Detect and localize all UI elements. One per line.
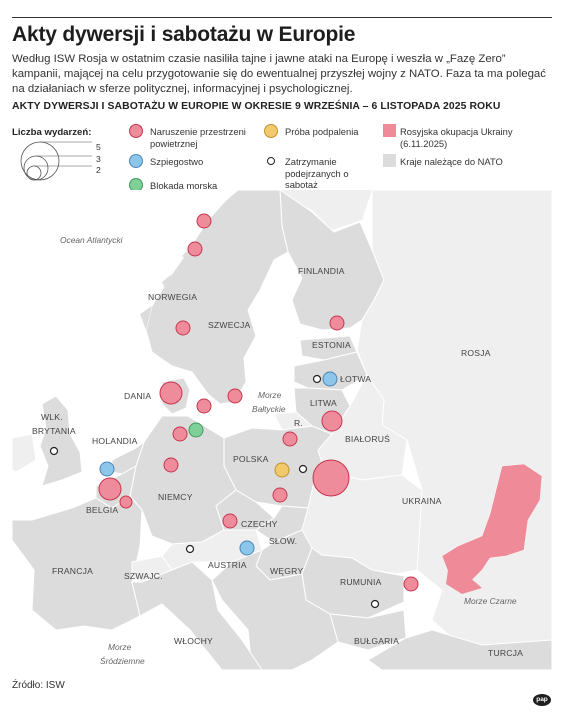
marker-airspace-norway-mid	[187, 241, 203, 257]
label-bulgaria: BUŁGARIA	[354, 636, 399, 646]
label-kaliningrad: R.	[294, 418, 303, 428]
label-netherlands: HOLANDIA	[92, 436, 138, 446]
latvia-area	[293, 351, 368, 391]
marker-arrest-latvia	[312, 374, 322, 384]
legend-arrests-marker	[267, 157, 275, 165]
label-latvia: ŁOTWA	[340, 374, 371, 384]
label-med-2: Śródziemne	[100, 655, 145, 666]
marker-airspace-denmark-east	[196, 398, 212, 414]
marker-espionage-netherlands	[99, 461, 115, 477]
legend-espionage-label: Szpiegostwo	[150, 156, 204, 167]
marker-airspace-denmark	[159, 381, 183, 405]
marker-arrest-romania	[370, 599, 380, 609]
uk-area	[39, 395, 83, 487]
legend-arrests-label: Zatrzymanie podejrzanych o sabotaż	[285, 156, 349, 190]
ireland-area	[12, 433, 37, 473]
top-rule	[12, 17, 552, 18]
label-russia: ROSJA	[461, 348, 491, 358]
label-romania: RUMUNIA	[340, 577, 382, 587]
marker-airspace-poland-north	[282, 431, 298, 447]
legend-blockade-label: Blokada morska	[150, 180, 218, 191]
marker-airspace-germany-north	[172, 426, 188, 442]
kola-area	[272, 190, 372, 230]
lead-paragraph: Według ISW Rosja w ostatnim czasie nasil…	[12, 53, 546, 95]
legend-occupation-swatch	[383, 124, 396, 137]
marker-airspace-lithuania	[321, 410, 343, 432]
espionage-markers	[99, 371, 338, 556]
arrest-markers	[49, 374, 380, 609]
label-estonia: ESTONIA	[312, 340, 351, 350]
label-poland: POLSKA	[233, 454, 269, 464]
finland-area	[279, 190, 385, 331]
source-note: Źródło: ISW	[12, 680, 65, 691]
label-ukraine: UKRAINA	[402, 496, 442, 506]
marker-arrest-germany	[185, 544, 195, 554]
legend-occupation-label: Rosyjska okupacja Ukrainy (6.11.2025)	[400, 126, 513, 149]
marker-arrest-uk	[49, 446, 59, 456]
label-denmark: DANIA	[124, 391, 151, 401]
marker-arrest-poland	[298, 464, 308, 474]
label-belgium: BELGIA	[86, 505, 118, 515]
label-norway: NORWEGIA	[148, 292, 197, 302]
label-switzerland: SZWAJC.	[124, 571, 163, 581]
label-turkey: TURCJA	[488, 648, 523, 658]
marker-airspace-belgium	[98, 477, 122, 501]
balkans-area	[211, 549, 339, 670]
legend-airspace-label: Naruszenie przestrzeni powietrznej	[150, 126, 246, 149]
marker-airspace-poland-east	[312, 459, 350, 497]
label-finland: FINLANDIA	[298, 266, 345, 276]
marker-airspace-germany	[163, 457, 179, 473]
legend-arson-marker	[264, 124, 278, 138]
crimea-area	[446, 570, 482, 594]
label-germany: NIEMCY	[158, 492, 193, 502]
legend-size-title: Liczba wydarzeń:	[12, 127, 92, 138]
scandinavia-area	[145, 190, 289, 405]
label-italy: WŁOCHY	[174, 636, 213, 646]
label-baltic-2: Bałtyckie	[252, 404, 286, 414]
legend-size-3: 3	[96, 154, 101, 164]
legend-nato-label: Kraje należące do NATO	[400, 156, 503, 167]
map-subtitle: AKTY DYWERSJI I SABOTAŻU W EUROPIE W OKR…	[12, 101, 501, 112]
turkey-area	[367, 629, 552, 670]
marker-arson-poland	[274, 462, 290, 478]
marker-airspace-poland-south	[272, 487, 288, 503]
legend-size-scale: 5 3 2	[20, 141, 101, 181]
marker-airspace-belgium-east	[119, 495, 133, 509]
marker-espionage-latvia	[322, 371, 338, 387]
airspace-markers	[98, 213, 419, 592]
marker-airspace-estonia	[329, 315, 345, 331]
italy-area	[131, 561, 263, 670]
marker-espionage-austria	[239, 540, 255, 556]
marker-airspace-sweden-south	[227, 388, 243, 404]
label-slovakia: SŁOW.	[269, 536, 297, 546]
legend-nato-swatch	[383, 154, 396, 167]
occupied-ukraine-area	[441, 463, 543, 585]
label-belarus: BIAŁORUŚ	[345, 433, 390, 444]
marker-airspace-norway-south	[175, 320, 191, 336]
label-hungary: WĘGRY	[270, 566, 303, 576]
label-uk-1: WLK.	[41, 412, 63, 422]
label-baltic-1: Morze	[258, 390, 282, 400]
pap-logo: pap	[533, 694, 551, 706]
label-atlantic: Ocean Atlantycki	[60, 235, 124, 245]
legend-espionage-marker	[129, 154, 143, 168]
label-austria: AUSTRIA	[208, 560, 247, 570]
page-title: Akty dywersji i sabotażu w Europie	[12, 23, 356, 46]
label-med-1: Morze	[108, 642, 132, 652]
legend-airspace-marker	[129, 124, 143, 138]
legend-size-2: 2	[96, 165, 101, 175]
label-lithuania: LITWA	[310, 398, 337, 408]
europe-map: FINLANDIA NORWEGIA SZWECJA ESTONIA ŁOTWA…	[12, 190, 552, 670]
legend-size-5: 5	[96, 142, 101, 152]
label-uk-2: BRYTANIA	[32, 426, 76, 436]
marker-airspace-norway-north	[196, 213, 212, 229]
label-sweden: SZWECJA	[208, 320, 251, 330]
marker-airspace-romania	[403, 576, 419, 592]
marker-blockade-germany	[188, 422, 204, 438]
label-france: FRANCJA	[52, 566, 93, 576]
legend-arson-label: Próba podpalenia	[285, 126, 359, 137]
label-czechia: CZECHY	[241, 519, 278, 529]
marker-airspace-czechia	[222, 513, 238, 529]
label-black-sea: Morze Czarne	[464, 596, 517, 606]
